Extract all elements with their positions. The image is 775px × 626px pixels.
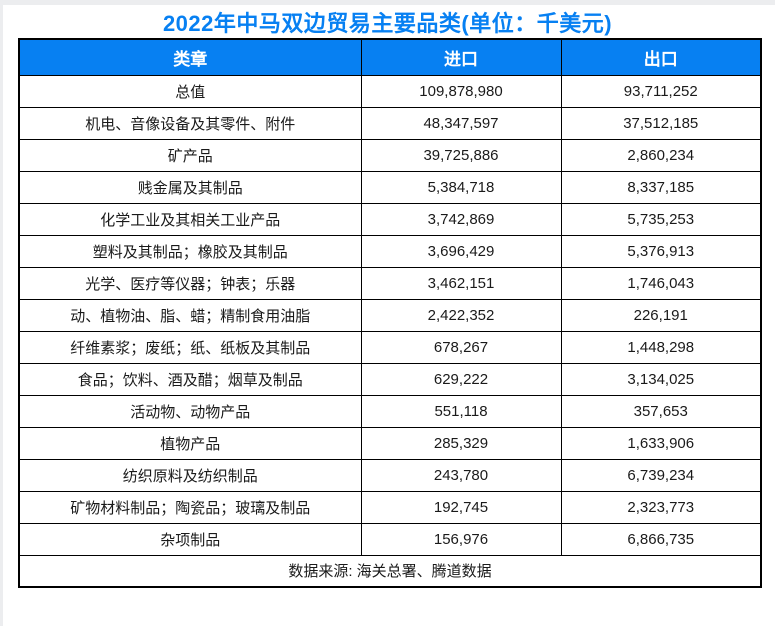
page-title: 2022年中马双边贸易主要品类(单位：千美元) (162, 11, 613, 36)
cell-category: 活动物、动物产品 (18, 394, 362, 428)
cell-export-value: 8,337,185 (560, 170, 762, 204)
table-row: 纺织原料及纺织制品 243,780 6,739,234 (18, 458, 762, 492)
cell-category: 杂项制品 (18, 522, 362, 556)
cell-export-value: 37,512,185 (560, 106, 762, 140)
cell-export-value: 2,860,234 (560, 138, 762, 172)
cell-import-value: 192,745 (360, 490, 562, 524)
window-left-edge (0, 0, 3, 626)
trade-table-footer: 数据来源: 海关总署、腾道数据 (18, 554, 762, 588)
column-header-import: 进口 (360, 38, 562, 76)
cell-category: 矿物材料制品；陶瓷品；玻璃及制品 (18, 490, 362, 524)
table-row: 活动物、动物产品 551,118 357,653 (18, 394, 762, 428)
cell-category: 化学工业及其相关工业产品 (18, 202, 362, 236)
table-row: 植物产品 285,329 1,633,906 (18, 426, 762, 460)
table-row: 塑料及其制品；橡胶及其制品 3,696,429 5,376,913 (18, 234, 762, 268)
cell-export-value: 2,323,773 (560, 490, 762, 524)
cell-export-value: 6,739,234 (560, 458, 762, 492)
data-source-note: 数据来源: 海关总署、腾道数据 (18, 554, 762, 588)
table-row: 化学工业及其相关工业产品 3,742,869 5,735,253 (18, 202, 762, 236)
table-row: 杂项制品 156,976 6,866,735 (18, 522, 762, 556)
cell-category: 光学、医疗等仪器；钟表；乐器 (18, 266, 362, 300)
cell-category: 机电、音像设备及其零件、附件 (18, 106, 362, 140)
cell-import-value: 39,725,886 (360, 138, 562, 172)
cell-category: 矿产品 (18, 138, 362, 172)
cell-export-value: 5,376,913 (560, 234, 762, 268)
cell-import-value: 48,347,597 (360, 106, 562, 140)
cell-export-value: 226,191 (560, 298, 762, 332)
cell-category: 植物产品 (18, 426, 362, 460)
cell-import-value: 551,118 (360, 394, 562, 428)
cell-category: 纺织原料及纺织制品 (18, 458, 362, 492)
cell-import-value: 156,976 (360, 522, 562, 556)
window-top-edge (0, 0, 775, 5)
table-row: 机电、音像设备及其零件、附件 48,347,597 37,512,185 (18, 106, 762, 140)
cell-export-value: 5,735,253 (560, 202, 762, 236)
cell-export-value: 6,866,735 (560, 522, 762, 556)
cell-category: 食品；饮料、酒及醋；烟草及制品 (18, 362, 362, 396)
cell-category: 塑料及其制品；橡胶及其制品 (18, 234, 362, 268)
cell-import-value: 3,462,151 (360, 266, 562, 300)
table-row: 矿物材料制品；陶瓷品；玻璃及制品 192,745 2,323,773 (18, 490, 762, 524)
column-header-category: 类章 (18, 38, 362, 76)
table-row: 光学、医疗等仪器；钟表；乐器 3,462,151 1,746,043 (18, 266, 762, 300)
trade-table-body: 总值 109,878,980 93,711,252 机电、音像设备及其零件、附件 48,… (18, 74, 762, 556)
cell-import-value: 109,878,980 (360, 74, 562, 108)
cell-category: 纤维素浆；废纸；纸、纸板及其制品 (18, 330, 362, 364)
cell-category: 总值 (18, 74, 362, 108)
table-row: 矿产品 39,725,886 2,860,234 (18, 138, 762, 172)
cell-import-value: 3,696,429 (360, 234, 562, 268)
cell-export-value: 1,746,043 (560, 266, 762, 300)
column-header-export: 出口 (560, 38, 762, 76)
cell-export-value: 93,711,252 (560, 74, 762, 108)
trade-table: 类章 进口 出口 总值 109,878,980 93,711,252 机电、音像设备及… (18, 38, 762, 588)
table-row: 总值 109,878,980 93,711,252 (18, 74, 762, 108)
cell-import-value: 3,742,869 (360, 202, 562, 236)
trade-table-header: 类章 进口 出口 (18, 38, 762, 76)
cell-export-value: 1,448,298 (560, 330, 762, 364)
source-row: 数据来源: 海关总署、腾道数据 (18, 554, 762, 588)
cell-category: 贱金属及其制品 (18, 170, 362, 204)
cell-import-value: 285,329 (360, 426, 562, 460)
header-row: 类章 进口 出口 (18, 38, 762, 76)
cell-import-value: 5,384,718 (360, 170, 562, 204)
cell-export-value: 1,633,906 (560, 426, 762, 460)
cell-import-value: 2,422,352 (360, 298, 562, 332)
table-row: 食品；饮料、酒及醋；烟草及制品 629,222 3,134,025 (18, 362, 762, 396)
cell-category: 动、植物油、脂、蜡；精制食用油脂 (18, 298, 362, 332)
table-row: 贱金属及其制品 5,384,718 8,337,185 (18, 170, 762, 204)
cell-export-value: 357,653 (560, 394, 762, 428)
table-row: 纤维素浆；废纸；纸、纸板及其制品 678,267 1,448,298 (18, 330, 762, 364)
cell-import-value: 678,267 (360, 330, 562, 364)
cell-import-value: 243,780 (360, 458, 562, 492)
cell-import-value: 629,222 (360, 362, 562, 396)
table-row: 动、植物油、脂、蜡；精制食用油脂 2,422,352 226,191 (18, 298, 762, 332)
cell-export-value: 3,134,025 (560, 362, 762, 396)
